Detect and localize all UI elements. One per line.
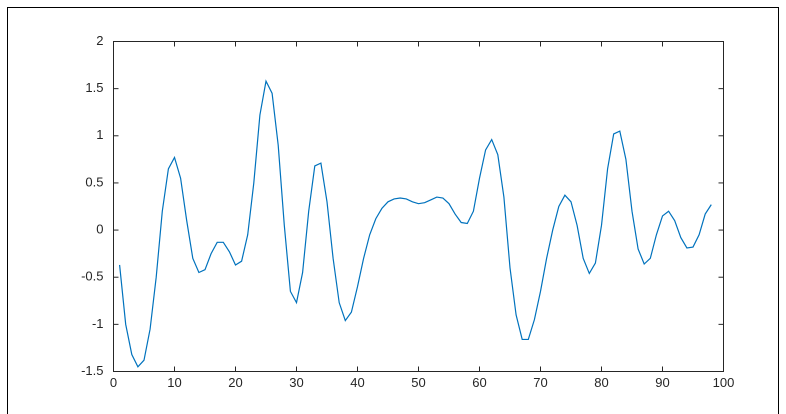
y-tick-label: -1.5 (81, 363, 103, 378)
y-tick-label: -1 (92, 316, 104, 331)
x-tick-label: 100 (713, 375, 735, 390)
y-tick-label: 1 (96, 127, 103, 142)
chart: -1.5-1-0.500.511.52010203040506070809010… (0, 0, 786, 414)
x-tick-label: 50 (411, 375, 425, 390)
y-tick-label: 2 (96, 33, 103, 48)
x-tick-label: 20 (228, 375, 242, 390)
y-tick-label: -0.5 (81, 269, 103, 284)
y-tick-label: 1.5 (85, 80, 103, 95)
y-tick-label: 0.5 (85, 174, 103, 189)
x-tick-label: 0 (110, 375, 117, 390)
x-tick-label: 90 (655, 375, 669, 390)
x-tick-label: 40 (350, 375, 364, 390)
x-tick-label: 10 (167, 375, 181, 390)
x-tick-label: 30 (289, 375, 303, 390)
y-tick-label: 0 (96, 222, 103, 237)
x-tick-label: 80 (594, 375, 608, 390)
x-tick-label: 70 (533, 375, 547, 390)
x-tick-label: 60 (472, 375, 486, 390)
